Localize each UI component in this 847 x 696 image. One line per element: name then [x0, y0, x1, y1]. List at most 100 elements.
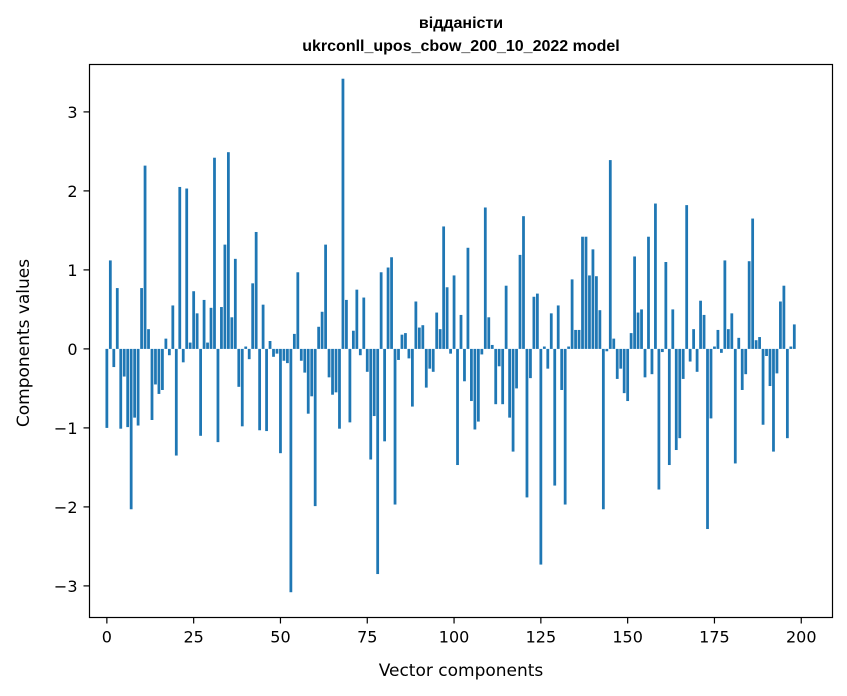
bar-component-15 [157, 348, 161, 394]
bar-component-124 [535, 293, 539, 349]
bar-component-74 [362, 297, 366, 349]
bar-component-140 [591, 249, 595, 349]
bar-component-100 [452, 275, 456, 349]
bar-component-86 [404, 333, 407, 349]
bar-component-64 [327, 348, 331, 378]
bar-component-145 [608, 160, 612, 349]
chart-title-line1: відданісти [419, 15, 503, 32]
bar-component-142 [598, 310, 602, 349]
bar-component-68 [341, 78, 345, 349]
bar-component-119 [518, 254, 522, 349]
bar-component-122 [529, 348, 532, 379]
bar-component-135 [574, 329, 577, 349]
bar-component-85 [400, 334, 404, 349]
bar-component-32 [216, 348, 220, 443]
bar-component-128 [549, 313, 553, 349]
bar-component-55 [296, 272, 300, 349]
y-tick-label: 0 [67, 340, 77, 359]
bar-component-160 [660, 348, 664, 353]
bar-component-89 [414, 301, 418, 349]
bar-component-62 [320, 311, 324, 349]
bar-component-10 [140, 288, 143, 349]
bar-component-71 [351, 330, 355, 349]
bar-component-187 [754, 340, 758, 349]
bar-component-114 [501, 348, 505, 405]
bar-component-164 [674, 348, 678, 451]
bar-component-93 [428, 348, 432, 369]
bar-component-157 [650, 348, 654, 375]
bar-component-179 [726, 329, 730, 349]
bar-component-143 [601, 348, 605, 510]
bar-component-94 [431, 348, 435, 372]
bar-component-131 [560, 348, 564, 390]
x-tick-label: 100 [439, 628, 470, 647]
bar-component-40 [244, 346, 248, 349]
y-tick-label: −3 [54, 577, 78, 596]
bar-component-48 [272, 348, 275, 357]
bar-component-0 [105, 348, 109, 428]
bar-component-69 [345, 299, 348, 349]
bar-component-170 [695, 348, 699, 372]
bar-component-80 [383, 348, 387, 442]
bar-component-63 [324, 244, 327, 349]
bar-component-47 [268, 341, 272, 349]
bar-component-92 [424, 348, 428, 388]
bar-component-1 [108, 260, 112, 349]
bar-component-162 [667, 348, 671, 466]
bars-group [105, 78, 796, 593]
bar-component-117 [511, 348, 515, 452]
bar-component-136 [577, 329, 581, 349]
bar-component-130 [556, 305, 560, 349]
bar-component-25 [192, 291, 196, 349]
bar-component-73 [358, 348, 362, 356]
bar-component-72 [355, 289, 359, 349]
bar-component-61 [317, 326, 321, 349]
y-axis-ticks: −3 −2 −1 0 1 2 3 [54, 103, 90, 596]
bar-component-43 [254, 231, 258, 349]
bar-component-83 [393, 348, 397, 505]
bar-component-99 [449, 348, 452, 354]
bar-component-183 [740, 348, 744, 390]
bar-component-34 [223, 244, 227, 349]
bar-component-139 [588, 275, 591, 349]
bar-component-21 [178, 186, 182, 349]
bar-component-18 [167, 348, 171, 356]
bar-component-22 [181, 348, 185, 363]
bar-component-152 [633, 256, 636, 349]
bar-component-129 [553, 348, 557, 486]
x-tick-label: 0 [102, 628, 112, 647]
bar-component-65 [331, 348, 334, 395]
bar-component-54 [292, 333, 296, 349]
bar-component-13 [150, 348, 154, 420]
bar-component-57 [303, 348, 307, 373]
bar-component-133 [567, 346, 571, 349]
bar-component-148 [619, 348, 623, 369]
bar-component-30 [209, 307, 213, 349]
y-tick-label: 2 [67, 182, 77, 201]
bar-component-111 [490, 344, 494, 349]
bar-component-44 [258, 348, 262, 431]
bar-component-24 [188, 342, 192, 349]
bar-component-106 [473, 348, 477, 430]
bar-component-4 [119, 348, 123, 429]
bar-component-118 [515, 348, 518, 389]
bar-component-26 [195, 313, 199, 349]
bar-component-176 [716, 329, 720, 349]
bar-component-173 [706, 348, 709, 530]
bar-component-66 [334, 348, 338, 393]
bar-component-33 [220, 307, 223, 349]
bar-component-70 [348, 348, 352, 423]
bar-component-96 [438, 329, 442, 349]
bar-component-188 [758, 337, 761, 349]
bar-component-113 [497, 348, 501, 367]
bar-component-29 [206, 342, 209, 349]
bar-component-172 [702, 314, 706, 349]
bar-component-28 [202, 299, 206, 349]
bar-component-87 [407, 348, 411, 359]
bar-component-7 [129, 348, 133, 510]
bar-component-27 [199, 348, 202, 436]
bar-component-107 [476, 348, 480, 422]
bar-component-52 [286, 348, 289, 364]
bar-component-104 [466, 247, 470, 349]
bar-component-150 [626, 348, 630, 402]
